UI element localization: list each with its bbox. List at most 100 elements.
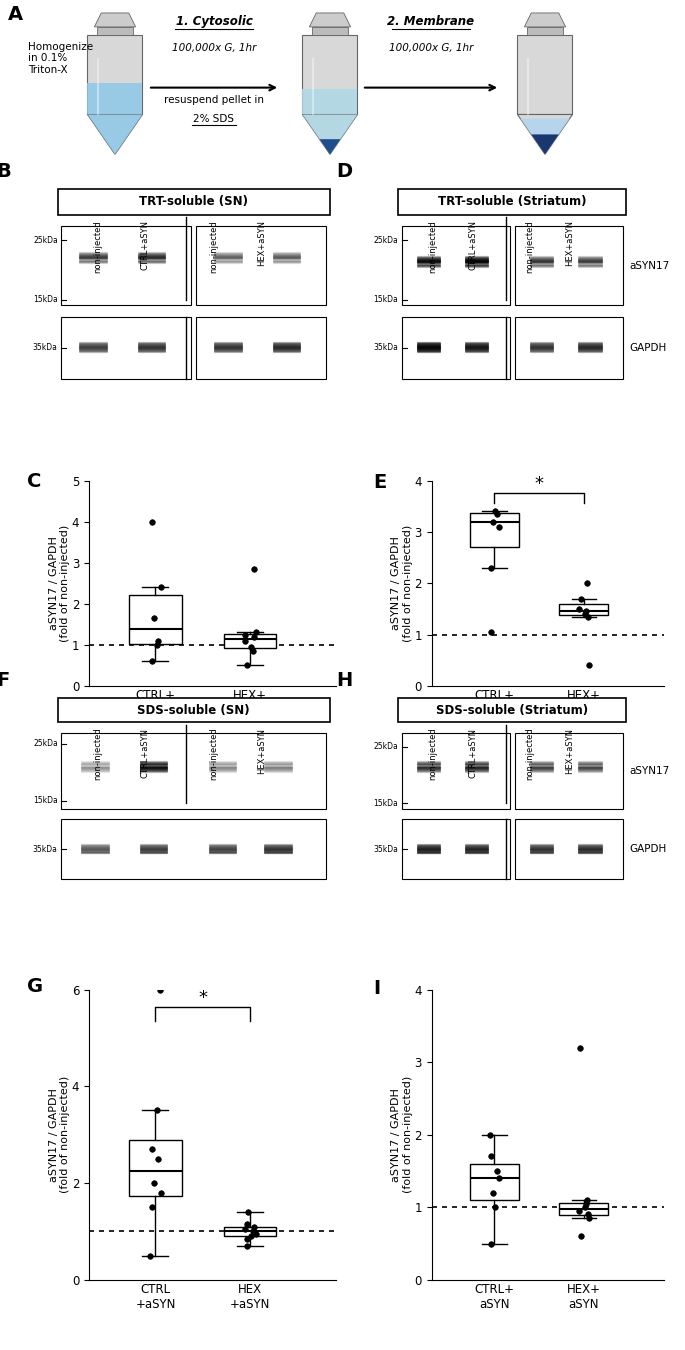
Text: 25kDa: 25kDa xyxy=(374,236,399,244)
Text: 15kDa: 15kDa xyxy=(374,296,399,304)
Text: G: G xyxy=(27,977,44,996)
Text: SDS-soluble (Striatum): SDS-soluble (Striatum) xyxy=(436,703,588,717)
Text: 15kDa: 15kDa xyxy=(33,296,58,304)
Y-axis label: aSYN17 / GAPDH
(fold of non-injected): aSYN17 / GAPDH (fold of non-injected) xyxy=(49,1076,71,1193)
Text: CTRL+aSYN: CTRL+aSYN xyxy=(140,220,149,270)
Text: GAPDH: GAPDH xyxy=(630,343,667,352)
Text: non-injected: non-injected xyxy=(525,728,534,780)
Text: non-injected: non-injected xyxy=(93,220,102,273)
Bar xyxy=(399,189,626,215)
Text: CTRL+aSYN: CTRL+aSYN xyxy=(468,728,477,778)
Text: TRT-soluble (Striatum): TRT-soluble (Striatum) xyxy=(438,196,586,208)
Text: *: * xyxy=(534,475,543,493)
Text: non-injected: non-injected xyxy=(428,220,438,273)
Bar xyxy=(402,733,510,809)
Text: resuspend pellet in: resuspend pellet in xyxy=(164,95,264,104)
Polygon shape xyxy=(303,89,358,115)
Polygon shape xyxy=(303,35,358,115)
Text: A: A xyxy=(8,5,23,24)
Y-axis label: aSYN17 / GAPDH
(fold of non-injected): aSYN17 / GAPDH (fold of non-injected) xyxy=(49,525,71,641)
Bar xyxy=(61,733,326,809)
Bar xyxy=(515,733,623,809)
Text: HEX+aSYN: HEX+aSYN xyxy=(258,220,266,266)
Text: HEX+aSYN: HEX+aSYN xyxy=(565,220,575,266)
Text: SDS-soluble (SN): SDS-soluble (SN) xyxy=(138,703,250,717)
Polygon shape xyxy=(303,115,358,154)
Polygon shape xyxy=(97,27,133,35)
Bar xyxy=(58,189,329,215)
Polygon shape xyxy=(517,115,573,154)
Text: CTRL+aSYN: CTRL+aSYN xyxy=(140,728,149,778)
Polygon shape xyxy=(88,82,142,115)
Text: 15kDa: 15kDa xyxy=(33,796,58,805)
Bar xyxy=(61,317,191,379)
Text: 25kDa: 25kDa xyxy=(33,740,58,748)
Polygon shape xyxy=(527,27,563,35)
Text: Homogenize
in 0.1%
Triton-X: Homogenize in 0.1% Triton-X xyxy=(28,42,93,76)
PathPatch shape xyxy=(559,603,608,616)
Text: aSYN17: aSYN17 xyxy=(630,261,670,271)
Polygon shape xyxy=(88,115,142,154)
Polygon shape xyxy=(303,115,358,154)
PathPatch shape xyxy=(470,513,519,547)
Text: HEX+aSYN: HEX+aSYN xyxy=(258,728,266,774)
PathPatch shape xyxy=(470,1164,519,1200)
Text: non-injected: non-injected xyxy=(210,220,219,273)
Y-axis label: aSYN17 / GAPDH
(fold of non-injected): aSYN17 / GAPDH (fold of non-injected) xyxy=(391,1076,413,1193)
Text: D: D xyxy=(336,162,353,181)
Bar xyxy=(58,698,329,722)
Text: 25kDa: 25kDa xyxy=(374,743,399,751)
Text: 25kDa: 25kDa xyxy=(33,236,58,244)
Polygon shape xyxy=(319,139,340,154)
PathPatch shape xyxy=(224,1227,276,1237)
Text: 35kDa: 35kDa xyxy=(33,845,58,853)
Text: I: I xyxy=(373,979,380,998)
Text: 100,000x G, 1hr: 100,000x G, 1hr xyxy=(389,43,473,53)
Bar xyxy=(61,819,326,879)
Text: TRT-soluble (SN): TRT-soluble (SN) xyxy=(139,196,248,208)
Text: aSYN17: aSYN17 xyxy=(630,765,670,776)
Bar xyxy=(402,225,510,305)
Text: GAPDH: GAPDH xyxy=(630,844,667,855)
Text: 2. Membrane: 2. Membrane xyxy=(388,15,475,28)
Text: 35kDa: 35kDa xyxy=(33,343,58,352)
Text: non-injected: non-injected xyxy=(93,728,102,780)
Polygon shape xyxy=(525,14,566,27)
Y-axis label: aSYN17 / GAPDH
(fold of non-injected): aSYN17 / GAPDH (fold of non-injected) xyxy=(391,525,413,641)
Bar xyxy=(399,698,626,722)
Text: HEX+aSYN: HEX+aSYN xyxy=(565,728,575,774)
Text: E: E xyxy=(373,472,386,491)
Text: non-injected: non-injected xyxy=(428,728,438,780)
Text: 1. Cytosolic: 1. Cytosolic xyxy=(175,15,253,28)
Text: 35kDa: 35kDa xyxy=(373,845,399,853)
Bar xyxy=(196,317,326,379)
Bar xyxy=(402,819,510,879)
Polygon shape xyxy=(95,14,136,27)
Text: C: C xyxy=(27,472,42,491)
Bar xyxy=(515,317,623,379)
Text: F: F xyxy=(0,671,10,690)
Polygon shape xyxy=(88,35,142,115)
Bar xyxy=(402,317,510,379)
Text: B: B xyxy=(0,162,12,181)
Polygon shape xyxy=(88,115,142,154)
Text: 2% SDS: 2% SDS xyxy=(193,115,234,124)
PathPatch shape xyxy=(559,1203,608,1215)
PathPatch shape xyxy=(129,595,182,644)
Text: 100,000x G, 1hr: 100,000x G, 1hr xyxy=(172,43,256,53)
Bar xyxy=(61,225,191,305)
Text: 35kDa: 35kDa xyxy=(373,343,399,352)
Bar xyxy=(515,819,623,879)
Polygon shape xyxy=(520,119,570,154)
PathPatch shape xyxy=(129,1139,182,1196)
Text: *: * xyxy=(199,990,208,1007)
Text: non-injected: non-injected xyxy=(210,728,219,780)
Polygon shape xyxy=(517,35,573,115)
Bar xyxy=(196,225,326,305)
Bar xyxy=(515,225,623,305)
Text: non-injected: non-injected xyxy=(525,220,534,273)
Polygon shape xyxy=(312,27,348,35)
Text: 15kDa: 15kDa xyxy=(374,799,399,807)
Text: H: H xyxy=(336,671,353,690)
Polygon shape xyxy=(310,14,351,27)
